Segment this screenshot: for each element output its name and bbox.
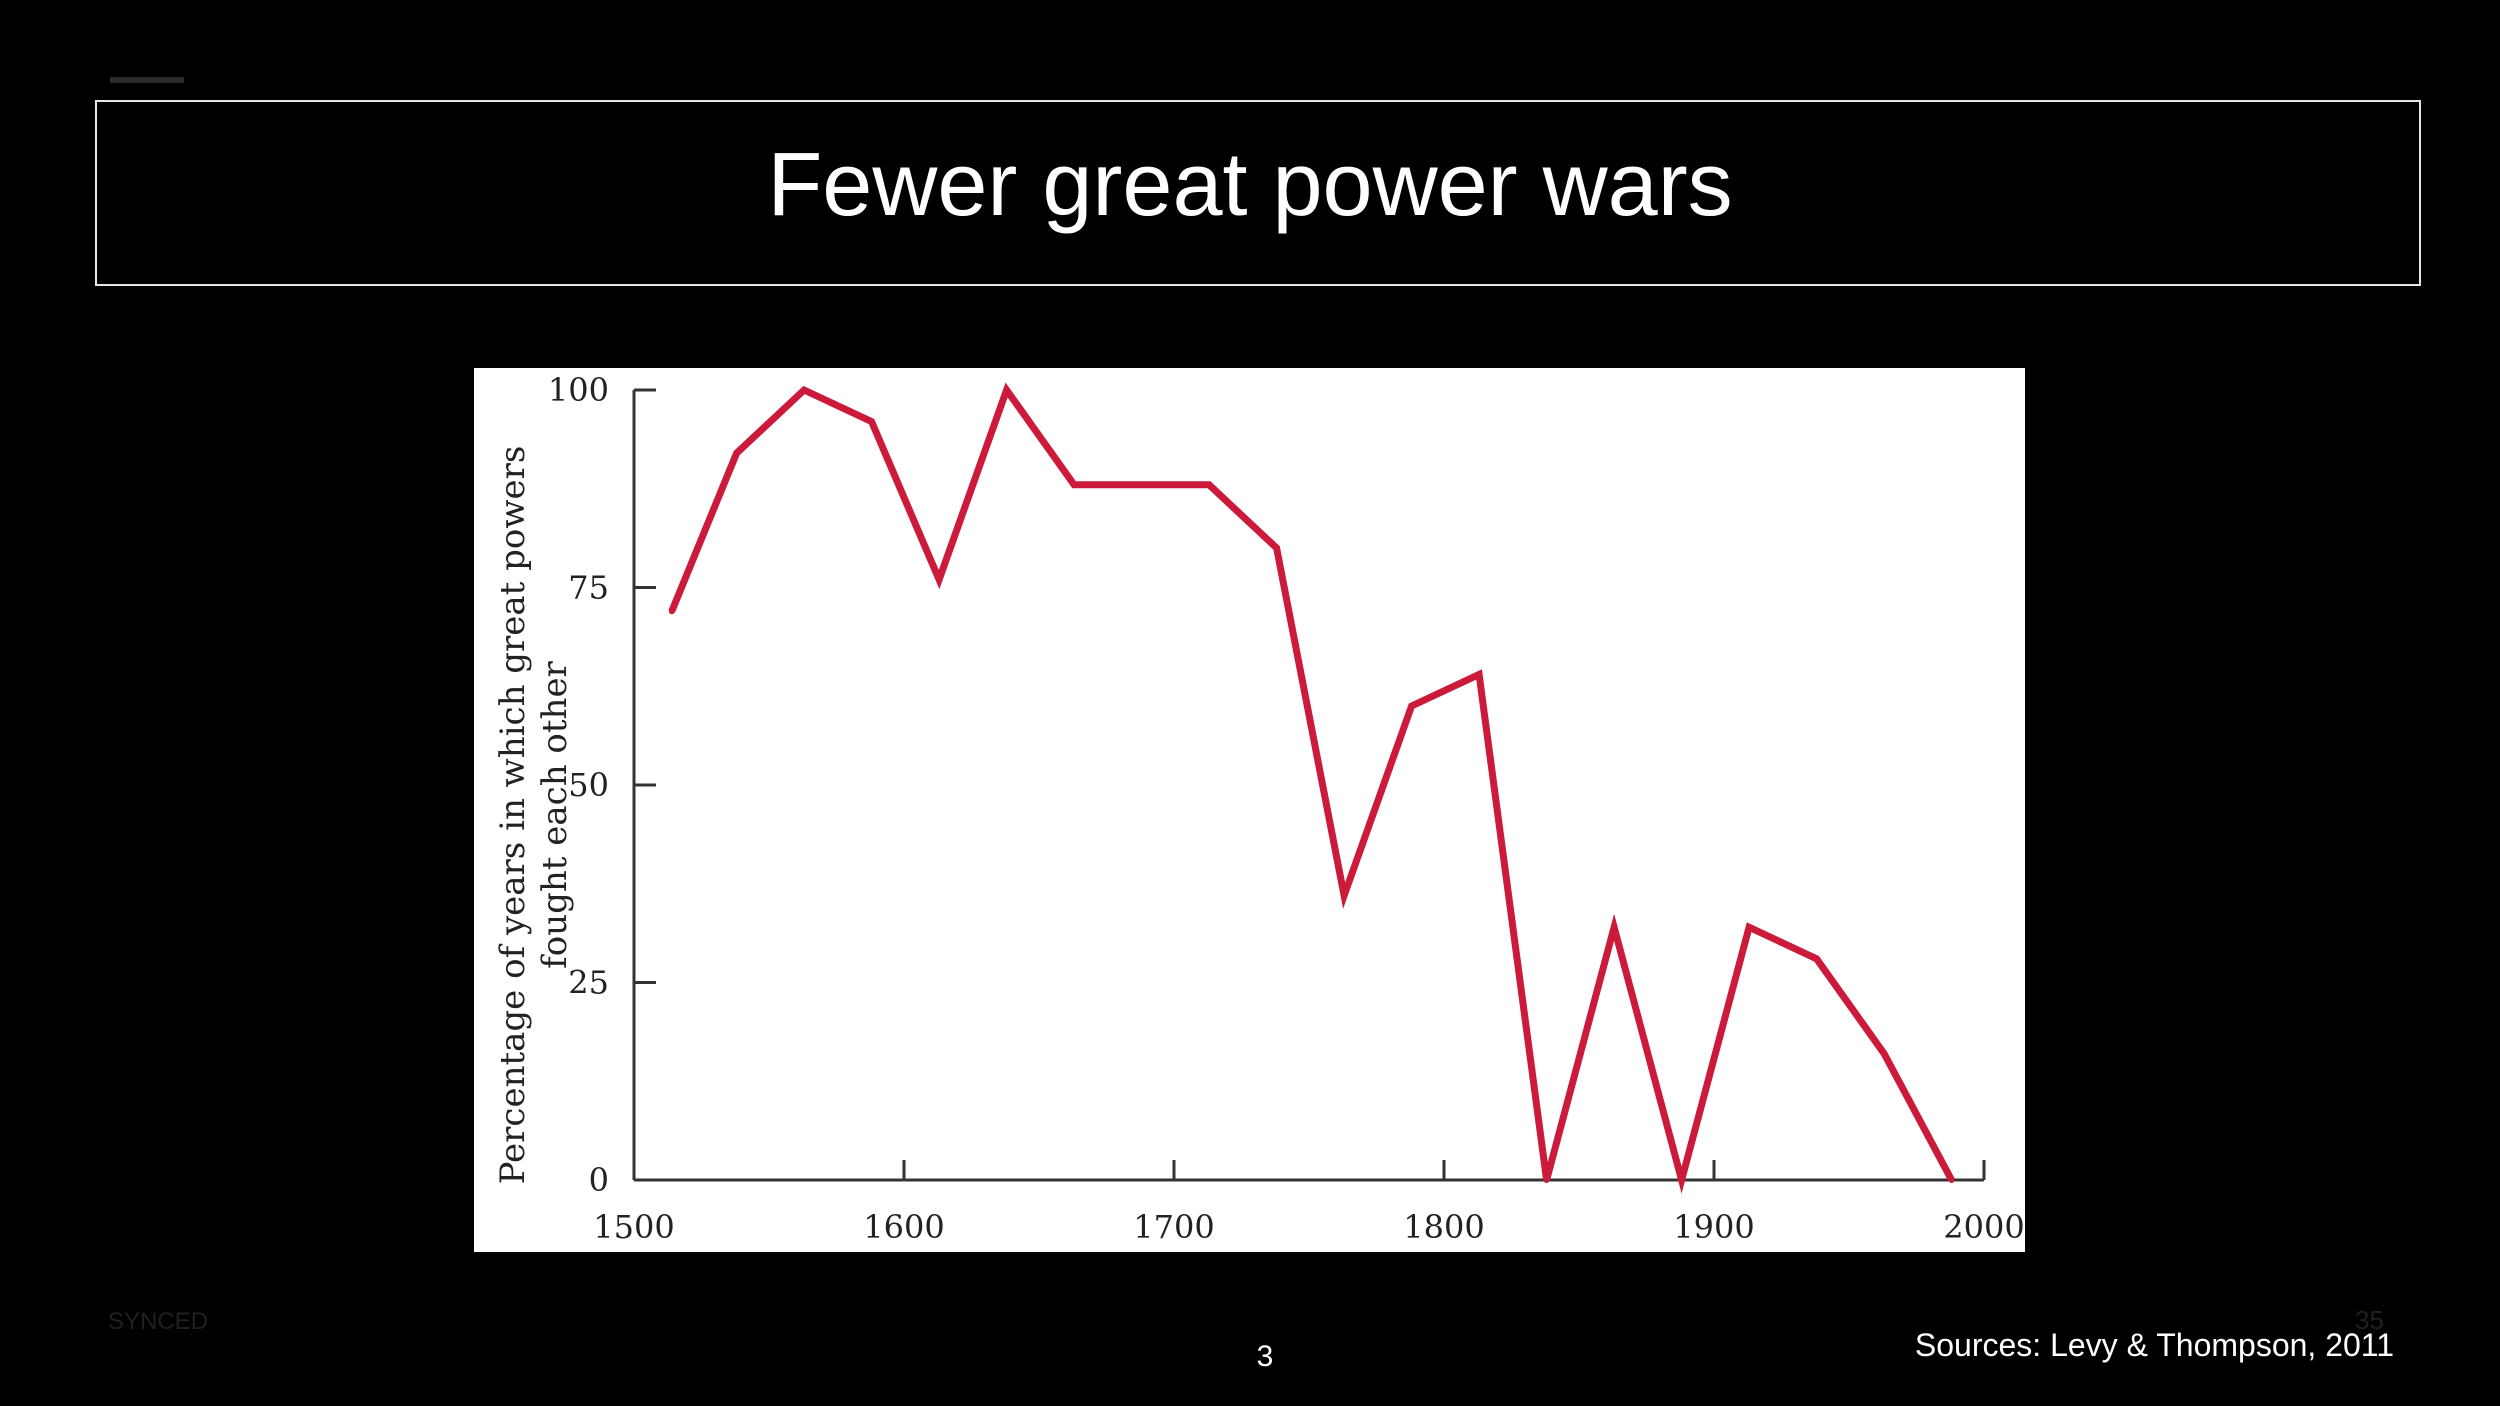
series-line	[668, 382, 1955, 1194]
y-tick-label: 75	[568, 569, 609, 607]
x-tick-label: 1500	[593, 1208, 674, 1246]
footer-watermark: SYNCED	[108, 1308, 209, 1335]
y-tick-label: 100	[548, 371, 609, 409]
x-tick-label: 1600	[863, 1208, 944, 1246]
ticks: 1500 1600 1700 1800 1900 2000 0 25 50 75 100	[548, 371, 2025, 1246]
data-point	[1543, 1177, 1550, 1183]
data-point	[1138, 481, 1145, 488]
data-point	[1678, 1177, 1685, 1183]
page-number: 3	[1256, 1340, 1274, 1373]
series	[668, 382, 1955, 1194]
data-point	[1611, 924, 1618, 931]
data-point	[801, 387, 808, 393]
data-point	[1746, 924, 1753, 931]
y-axis-title-line: fought each other	[535, 660, 575, 968]
x-tick-label: 1900	[1673, 1208, 1754, 1246]
chart-panel: 1500 1600 1700 1800 1900 2000 0 25 50 75 100 Perce…	[474, 368, 2025, 1252]
data-point	[733, 450, 740, 457]
data-point	[936, 576, 943, 583]
data-point	[1408, 703, 1415, 709]
x-tick-label: 2000	[1943, 1208, 2024, 1246]
x-tick-label: 1700	[1133, 1208, 1214, 1246]
x-tick-label: 1800	[1403, 1208, 1484, 1246]
data-point	[1206, 481, 1213, 488]
sources-note: Sources: Levy & Thompson, 2011	[1914, 1327, 2394, 1363]
y-tick-label: 50	[568, 766, 609, 804]
y-axis-title-line: Percentage of years in which great power…	[493, 446, 533, 1185]
y-axis-label: Percentage of years in which great power…	[493, 446, 575, 1185]
data-point	[668, 608, 675, 615]
data-point	[1003, 387, 1010, 393]
slide-title: Fewer great power wars	[767, 135, 1733, 235]
data-point	[1813, 955, 1820, 962]
data-point	[1476, 671, 1483, 678]
axes	[632, 390, 1984, 1182]
data-point	[1341, 892, 1348, 899]
line-chart: 1500 1600 1700 1800 1900 2000 0 25 50 75 100 Perce…	[493, 371, 2025, 1246]
y-tick-label: 25	[568, 964, 609, 1002]
footer-ghost-number: 35	[2355, 1305, 2384, 1335]
y-tick-label: 0	[589, 1161, 609, 1199]
data-point	[868, 418, 875, 425]
data-point	[1273, 545, 1280, 551]
data-point	[1948, 1177, 1955, 1183]
data-point	[1071, 481, 1078, 488]
data-point	[1881, 1050, 1888, 1057]
top-accent-dash	[110, 77, 184, 83]
title-frame	[95, 100, 2421, 286]
